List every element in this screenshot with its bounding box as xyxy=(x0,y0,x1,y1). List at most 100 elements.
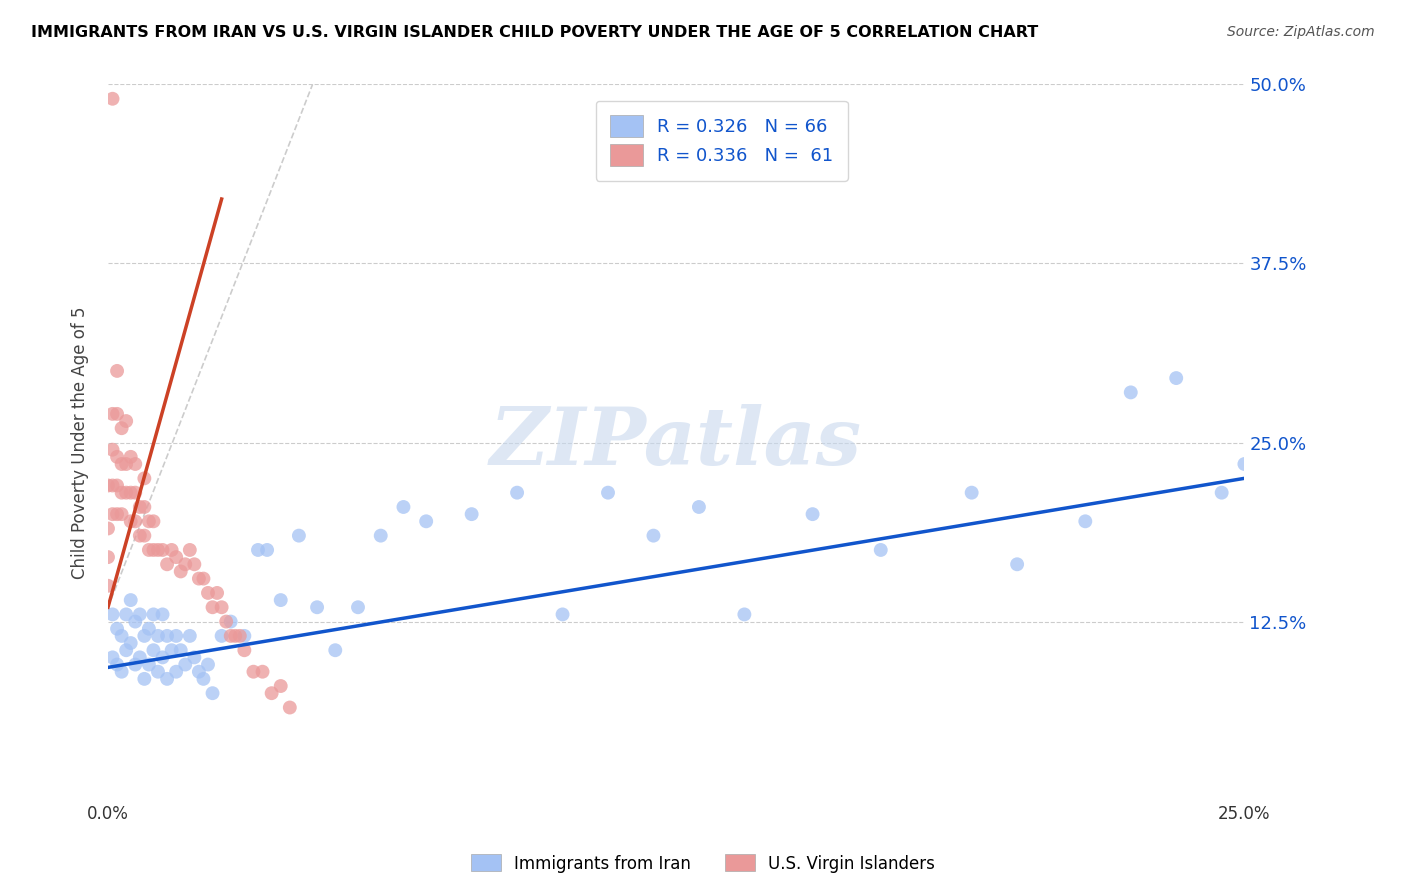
Point xyxy=(179,543,201,558)
Point xyxy=(105,657,128,672)
Point xyxy=(193,672,215,686)
Point xyxy=(134,629,156,643)
Point xyxy=(146,665,169,679)
Point xyxy=(124,457,146,471)
Point xyxy=(142,643,165,657)
Point xyxy=(160,643,183,657)
Point xyxy=(211,629,233,643)
Text: Source: ZipAtlas.com: Source: ZipAtlas.com xyxy=(1227,25,1375,39)
Point xyxy=(120,485,142,500)
Point xyxy=(260,686,283,700)
Point xyxy=(229,629,252,643)
Point xyxy=(105,364,128,378)
Point xyxy=(97,521,120,535)
Point xyxy=(165,665,187,679)
Point xyxy=(165,550,187,565)
Point xyxy=(174,657,197,672)
Point xyxy=(105,622,128,636)
Point xyxy=(105,507,128,521)
Point xyxy=(201,686,224,700)
Y-axis label: Child Poverty Under the Age of 5: Child Poverty Under the Age of 5 xyxy=(72,306,89,579)
Point xyxy=(219,615,242,629)
Point xyxy=(242,665,264,679)
Point xyxy=(101,478,124,492)
Point xyxy=(134,471,156,485)
Point xyxy=(97,478,120,492)
Point xyxy=(1119,385,1142,400)
Point xyxy=(233,629,256,643)
Point xyxy=(101,407,124,421)
Point xyxy=(347,600,370,615)
Point xyxy=(183,558,205,572)
Point xyxy=(97,550,120,565)
Point xyxy=(801,507,824,521)
Point xyxy=(120,450,142,464)
Point xyxy=(960,485,983,500)
Point xyxy=(179,629,201,643)
Point xyxy=(197,586,219,600)
Point xyxy=(134,672,156,686)
Point xyxy=(134,528,156,542)
Point xyxy=(138,622,160,636)
Point xyxy=(105,450,128,464)
Point xyxy=(120,636,142,650)
Point xyxy=(1233,457,1256,471)
Text: ZIPatlas: ZIPatlas xyxy=(491,404,862,482)
Point xyxy=(270,679,292,693)
Point xyxy=(1005,558,1028,572)
Point xyxy=(124,615,146,629)
Point xyxy=(115,414,138,428)
Point xyxy=(105,478,128,492)
Point xyxy=(156,629,179,643)
Point xyxy=(128,528,150,542)
Point xyxy=(170,643,193,657)
Point xyxy=(138,657,160,672)
Point xyxy=(138,514,160,528)
Point xyxy=(205,586,228,600)
Point xyxy=(392,500,415,514)
Point xyxy=(551,607,574,622)
Point xyxy=(146,543,169,558)
Point xyxy=(201,600,224,615)
Point xyxy=(211,600,233,615)
Point xyxy=(187,572,209,586)
Point xyxy=(278,700,301,714)
Point xyxy=(233,643,256,657)
Point xyxy=(105,407,128,421)
Point xyxy=(288,528,311,542)
Point xyxy=(1166,371,1188,385)
Point xyxy=(224,629,246,643)
Point xyxy=(415,514,437,528)
Legend: Immigrants from Iran, U.S. Virgin Islanders: Immigrants from Iran, U.S. Virgin Island… xyxy=(464,847,942,880)
Point xyxy=(128,650,150,665)
Point xyxy=(1074,514,1097,528)
Point xyxy=(124,657,146,672)
Point xyxy=(643,528,665,542)
Point xyxy=(124,485,146,500)
Point xyxy=(596,485,619,500)
Point xyxy=(174,558,197,572)
Point xyxy=(120,514,142,528)
Text: IMMIGRANTS FROM IRAN VS U.S. VIRGIN ISLANDER CHILD POVERTY UNDER THE AGE OF 5 CO: IMMIGRANTS FROM IRAN VS U.S. VIRGIN ISLA… xyxy=(31,25,1038,40)
Point xyxy=(197,657,219,672)
Point xyxy=(101,442,124,457)
Point xyxy=(152,650,174,665)
Point xyxy=(323,643,346,657)
Point xyxy=(97,579,120,593)
Point xyxy=(111,629,134,643)
Point xyxy=(111,485,134,500)
Point xyxy=(733,607,755,622)
Point xyxy=(183,650,205,665)
Point xyxy=(115,643,138,657)
Point xyxy=(146,629,169,643)
Point xyxy=(111,457,134,471)
Point xyxy=(219,629,242,643)
Point xyxy=(111,507,134,521)
Point xyxy=(111,421,134,435)
Point xyxy=(142,543,165,558)
Point xyxy=(869,543,891,558)
Point xyxy=(128,500,150,514)
Point xyxy=(460,507,482,521)
Point xyxy=(101,507,124,521)
Point xyxy=(246,543,269,558)
